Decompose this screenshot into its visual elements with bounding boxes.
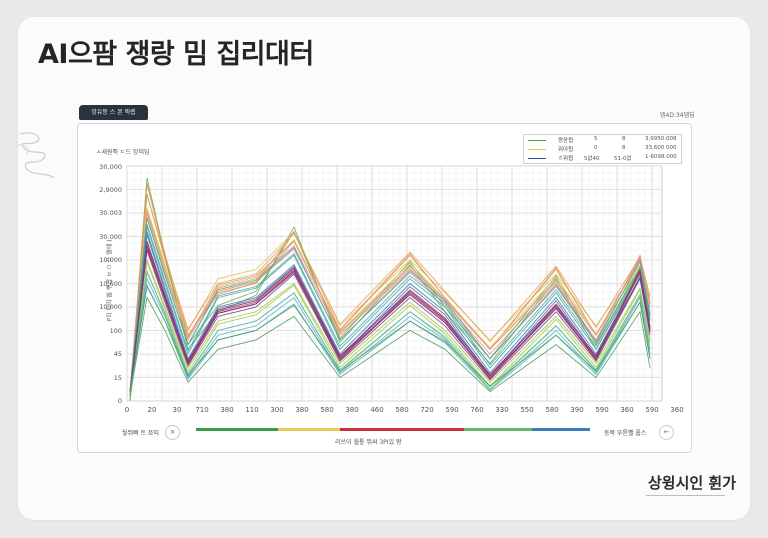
top-right-label: 뎀4D:34뎀딥 [660, 112, 695, 119]
x-tick-label: 300 [270, 406, 284, 414]
x-tick-label: 760 [470, 406, 484, 414]
x-tick-label: 380 [220, 406, 234, 414]
y-tick-label: 30.003 [99, 209, 122, 217]
x-tick-label: 360 [620, 406, 634, 414]
y-tick-label: 10,600 [99, 280, 122, 288]
x-tick-label: 580 [395, 406, 409, 414]
y-tick-label: 15 [113, 374, 122, 382]
x-tick-label: 580 [320, 406, 334, 414]
chart-tab-chip[interactable]: 앙유뜽 스 뵨 뷕렙 [79, 105, 148, 120]
y-tick-label: 2,9000 [99, 186, 122, 194]
legend-swatch-yellow [528, 149, 546, 150]
x-tick-label: 330 [495, 406, 509, 414]
footer-left-label: 뒇뛰뺘 트 쬬띠 [122, 430, 159, 437]
x-tick-label: 550 [520, 406, 534, 414]
page-title: AI으팜 쟁랑 밈 집리대터 [38, 39, 314, 70]
chart-legend: 짱윤뭡 5 8 3,9950.008 뭐야뭡 0 8 33,600 000 ㅎ뭐… [523, 134, 682, 164]
x-tick-label: 390 [570, 406, 584, 414]
progress-segment [196, 428, 278, 431]
x-tick-label: 20 [147, 406, 157, 414]
close-icon[interactable]: × [165, 425, 180, 440]
y-tick-label: 10,000 [99, 256, 122, 264]
x-tick-label: 0 [124, 406, 130, 414]
y-axis-title: ㅅ새원뤽 ㄷ드 앙띠딥 [96, 149, 150, 156]
y-tick-label: 45 [113, 350, 122, 358]
x-tick-label: 30 [172, 406, 182, 414]
legend-row[interactable]: 짱윤뭡 5 8 3,9950.008 [524, 136, 681, 145]
legend-row[interactable]: ㅎ뭐뭡 5없40 51-0없 1-6098.000 [524, 154, 681, 163]
y-tick-label: 30.000 [99, 233, 122, 241]
progress-segment [532, 428, 590, 431]
y-tick-label: 100 [109, 327, 122, 335]
x-tick-label: 590 [445, 406, 459, 414]
x-tick-label: 460 [370, 406, 384, 414]
footer-right-label: 둥쭉 뚜튠뺄 퓹스 [604, 430, 647, 437]
x-tick-label: 720 [420, 406, 434, 414]
wave-decoration-icon [15, 132, 55, 179]
legend-swatch-green [528, 140, 546, 141]
bottom-link-underline [646, 495, 725, 496]
x-tick-label: 380 [345, 406, 359, 414]
progress-segment [278, 428, 340, 431]
x-tick-label: 580 [545, 406, 559, 414]
bottom-link[interactable]: 상윙시인 휜가 [648, 474, 737, 492]
arrow-left-icon[interactable]: ← [659, 425, 674, 440]
x-tick-label: 360 [670, 406, 684, 414]
x-tick-label: 590 [595, 406, 609, 414]
footer-center-label: 리쓰이 월톺 뛰쌰 3PI있 뙁 [335, 439, 402, 446]
legend-swatch-navy [528, 158, 546, 159]
x-tick-label: 590 [645, 406, 659, 414]
progress-bar [196, 428, 590, 431]
legend-row[interactable]: 뭐야뭡 0 8 33,600 000 [524, 145, 681, 154]
y-tick-label: 10.000 [99, 303, 122, 311]
x-tick-label: 380 [295, 406, 309, 414]
y-tick-label: 30,000 [99, 163, 122, 171]
y-tick-label: 0 [117, 397, 122, 405]
progress-segment [464, 428, 532, 431]
progress-segment [340, 428, 464, 431]
x-tick-label: 710 [195, 406, 209, 414]
x-tick-label: 110 [245, 406, 259, 414]
